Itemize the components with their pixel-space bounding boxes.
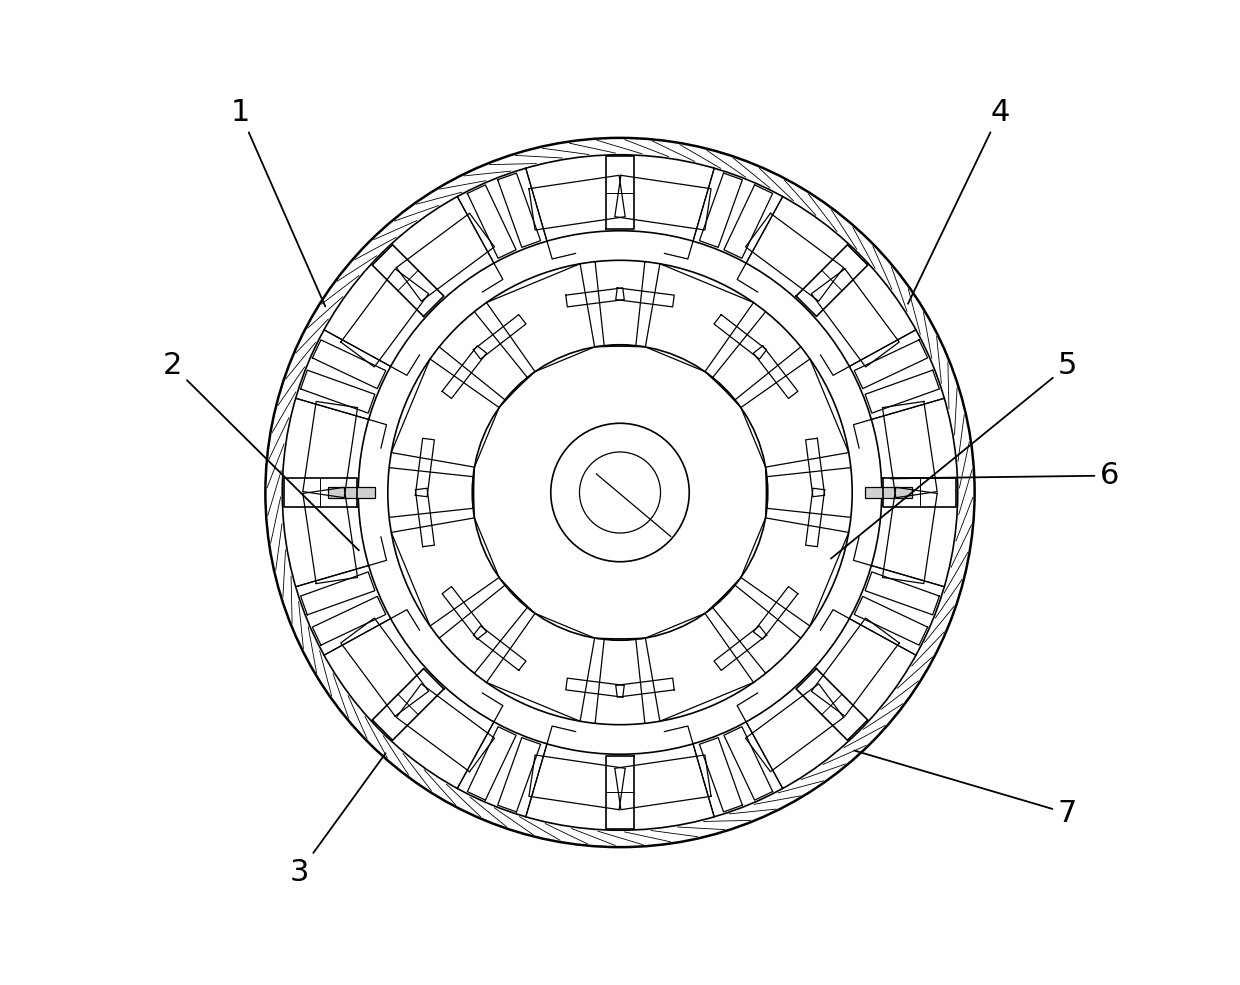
Text: 3: 3	[289, 754, 386, 886]
Bar	[329, 487, 374, 498]
Text: 5: 5	[831, 352, 1078, 558]
Text: 6: 6	[890, 461, 1120, 491]
Text: 2: 2	[162, 352, 358, 551]
Text: 1: 1	[231, 98, 325, 306]
Text: 7: 7	[854, 751, 1078, 827]
Bar	[866, 487, 911, 498]
Text: 4: 4	[908, 98, 1009, 303]
